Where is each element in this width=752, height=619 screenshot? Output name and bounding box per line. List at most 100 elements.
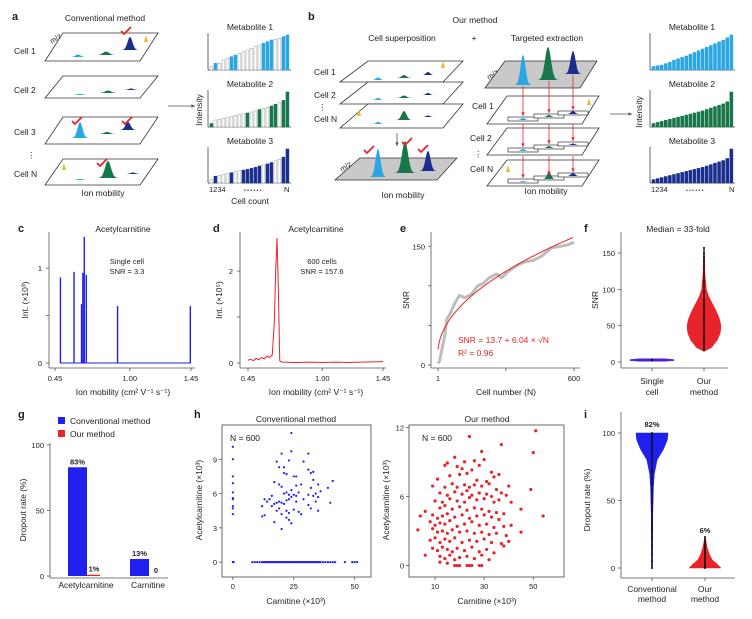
arrow-head-icon <box>571 137 575 141</box>
tick-label: 0 <box>229 359 233 368</box>
intensity-bar <box>725 37 730 71</box>
scatter-point-conventional <box>285 473 288 476</box>
tick-label: 1.00 <box>122 374 137 383</box>
scatter-point-conventional <box>282 466 286 469</box>
legend-label: Conventional method <box>70 416 151 426</box>
intensity-bar <box>696 50 701 71</box>
metabolite-title: Metabolite 3 <box>227 136 274 146</box>
arrow-head-icon <box>521 174 525 178</box>
scatter-point-conventional <box>356 561 359 564</box>
scatter-point-ours <box>435 530 440 534</box>
intensity-bar <box>692 52 697 71</box>
cell-count-start: 1234 <box>651 185 668 194</box>
arrow-head-icon <box>521 112 525 116</box>
annotation: Single cell <box>110 257 145 266</box>
intensity-bar <box>277 158 282 184</box>
scatter-point-conventional <box>326 486 329 489</box>
intensity-bar <box>213 119 218 128</box>
chart-title: Acetylcarnitine <box>95 224 151 234</box>
scatter-point-ours <box>428 538 432 542</box>
data-point <box>704 560 706 563</box>
scatter-point-conventional <box>297 510 300 513</box>
peak <box>538 146 560 148</box>
tick-label: 1 <box>436 374 440 383</box>
data-point <box>704 544 706 547</box>
intensity-bar <box>285 91 290 128</box>
data-point <box>651 488 653 491</box>
data-point <box>703 295 705 298</box>
scatter-point-ours <box>470 520 474 524</box>
scatter-point-ours <box>509 500 513 504</box>
scatter-point-conventional <box>307 493 310 496</box>
tick-label: 1.00 <box>315 374 330 383</box>
scatter-point-ours <box>430 546 435 550</box>
bar-value-label: 0 <box>154 566 158 575</box>
peak <box>512 149 534 151</box>
data-point <box>651 453 653 456</box>
panel-label-h: h <box>194 409 201 421</box>
scatter-point-conventional <box>295 475 298 478</box>
cell-label: Cell 2 <box>314 90 336 100</box>
data-point <box>651 510 653 513</box>
intensity-bar <box>684 171 689 184</box>
data-point <box>704 552 706 555</box>
scatter-point-conventional <box>314 492 317 495</box>
intensity-bar <box>277 102 282 128</box>
scatter-point-conventional <box>270 494 273 497</box>
scatter-point-conventional <box>280 527 283 531</box>
scatter-point-ours <box>494 487 499 492</box>
scatter-point-conventional <box>324 561 327 564</box>
intensity-bar <box>233 54 238 71</box>
scatter-point-ours <box>480 530 484 534</box>
data-point <box>703 306 705 309</box>
scatter-point-ours <box>492 551 496 555</box>
data-point <box>651 479 653 482</box>
intensity-bar <box>281 156 286 184</box>
intensity-bar <box>704 109 709 128</box>
scatter-point-ours <box>470 545 474 549</box>
scatter-point-conventional <box>309 507 312 510</box>
panel-label-g: g <box>18 409 25 421</box>
scatter-point-conventional <box>353 561 356 564</box>
scatter-point-ours <box>462 483 467 487</box>
peak <box>91 132 123 134</box>
intensity-bar <box>281 100 286 128</box>
intensity-bar <box>281 36 286 71</box>
peak <box>389 141 421 173</box>
intensity-bar <box>245 169 250 184</box>
scatter-point-conventional <box>231 445 234 448</box>
plane <box>338 81 464 105</box>
snr-annotation: SNR = 157.6 <box>300 267 343 276</box>
intensity-bar <box>709 164 713 184</box>
bar-value-label: 83% <box>70 457 85 466</box>
category-label: Single <box>640 376 664 386</box>
category-label: method <box>691 594 720 604</box>
scatter-point-ours <box>453 536 457 540</box>
peak <box>391 75 417 78</box>
vertical-ellipsis: ⋮ <box>474 149 483 159</box>
noise-peak-icon <box>144 35 148 42</box>
intensity-bar <box>700 110 705 128</box>
data-point <box>704 535 706 538</box>
scatter-point-ours <box>460 540 464 545</box>
data-point <box>703 259 705 262</box>
scatter-point-conventional <box>290 431 293 435</box>
category-label: method <box>690 387 719 397</box>
category-label: cell <box>646 387 659 397</box>
panel-label-d: d <box>213 223 220 235</box>
scatter-point-conventional <box>231 513 234 516</box>
y-axis-label: Acetylcarnitine (×10³) <box>381 460 391 541</box>
scatter-point-conventional <box>278 507 281 510</box>
panel-label-e: e <box>400 223 406 235</box>
scatter-point-ours <box>467 516 472 520</box>
data-point <box>704 562 706 565</box>
scatter-point-ours <box>499 491 503 495</box>
plane <box>338 60 464 83</box>
scatter-point-conventional <box>317 483 320 486</box>
scatter-point-ours <box>458 563 462 568</box>
tick-label: 0 <box>40 572 44 581</box>
category-label: Conventional <box>627 584 677 594</box>
scatter-point-conventional <box>282 502 286 505</box>
scatter-point-ours <box>480 484 484 488</box>
tick-label: 0 <box>421 361 425 370</box>
